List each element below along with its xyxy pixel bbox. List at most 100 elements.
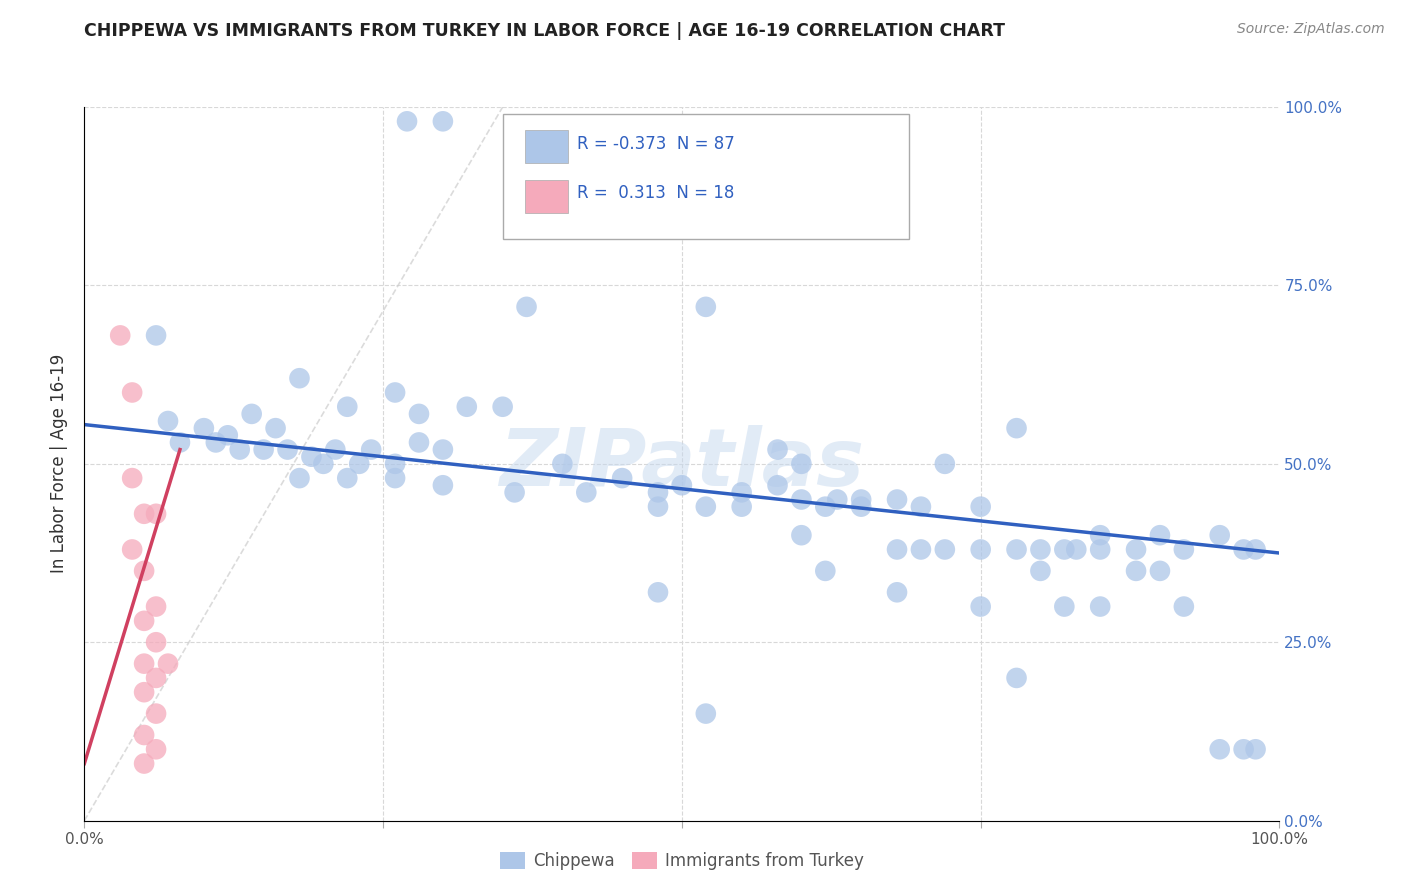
Point [1173,542,1195,557]
Point [1244,742,1267,756]
Point [1005,421,1028,435]
Point [408,407,430,421]
Point [145,635,167,649]
Point [217,428,239,442]
Point [731,485,754,500]
Point [766,442,789,457]
Point [671,478,693,492]
Point [360,442,382,457]
Point [264,421,287,435]
Text: R = -0.373  N = 87: R = -0.373 N = 87 [576,136,734,153]
Point [1232,542,1256,557]
FancyBboxPatch shape [526,130,568,162]
Point [384,457,406,471]
Point [1125,564,1147,578]
Point [1208,742,1232,756]
Point [551,457,574,471]
Point [132,728,156,742]
Point [825,492,848,507]
Point [323,442,347,457]
Point [157,657,180,671]
Point [934,542,956,557]
Point [1088,528,1111,542]
Legend: Chippewa, Immigrants from Turkey: Chippewa, Immigrants from Turkey [494,845,870,877]
Point [336,400,359,414]
Point [336,471,359,485]
Point [849,492,872,507]
Point [193,421,215,435]
Point [1005,671,1028,685]
Point [253,442,276,457]
Point [1029,542,1052,557]
Point [121,542,143,557]
Point [1232,742,1256,756]
Point [790,457,813,471]
Y-axis label: In Labor Force | Age 16-19: In Labor Force | Age 16-19 [51,354,69,574]
Point [396,114,419,128]
Point [934,457,956,471]
Point [132,507,156,521]
Point [205,435,228,450]
Text: CHIPPEWA VS IMMIGRANTS FROM TURKEY IN LABOR FORCE | AGE 16-19 CORRELATION CHART: CHIPPEWA VS IMMIGRANTS FROM TURKEY IN LA… [84,22,1005,40]
Text: R =  0.313  N = 18: R = 0.313 N = 18 [576,184,734,202]
Point [132,657,156,671]
Point [384,385,406,400]
Point [1088,542,1111,557]
Point [503,485,526,500]
Point [886,542,908,557]
Point [132,614,156,628]
Point [288,371,311,385]
Point [157,414,180,428]
Point [432,114,454,128]
Point [145,706,167,721]
Text: ZIPatlas: ZIPatlas [499,425,865,503]
Point [121,385,143,400]
Point [145,599,167,614]
Point [1208,528,1232,542]
Point [145,328,167,343]
Point [695,706,717,721]
Point [432,442,454,457]
Point [1053,542,1076,557]
Point [349,457,371,471]
Point [1173,599,1195,614]
Point [169,435,191,450]
Point [301,450,323,464]
Point [1149,528,1171,542]
Point [312,457,335,471]
Point [814,564,837,578]
Point [432,478,454,492]
Point [766,478,789,492]
Text: Source: ZipAtlas.com: Source: ZipAtlas.com [1237,22,1385,37]
Point [1066,542,1088,557]
Point [132,756,156,771]
Point [695,300,717,314]
Point [492,400,515,414]
FancyBboxPatch shape [526,180,568,212]
Point [970,500,993,514]
Point [970,599,993,614]
Point [1149,564,1171,578]
Point [1125,542,1147,557]
Point [910,500,932,514]
Point [228,442,252,457]
Point [121,471,143,485]
Point [647,485,669,500]
Point [910,542,932,557]
Point [132,685,156,699]
Point [886,492,908,507]
Point [456,400,478,414]
Point [647,585,669,599]
Point [240,407,263,421]
Point [790,492,813,507]
Point [610,471,633,485]
Point [288,471,311,485]
Point [970,542,993,557]
Point [145,507,167,521]
FancyBboxPatch shape [503,114,908,239]
Point [814,500,837,514]
Point [1029,564,1052,578]
Point [1053,599,1076,614]
Point [110,328,132,343]
Point [790,528,813,542]
